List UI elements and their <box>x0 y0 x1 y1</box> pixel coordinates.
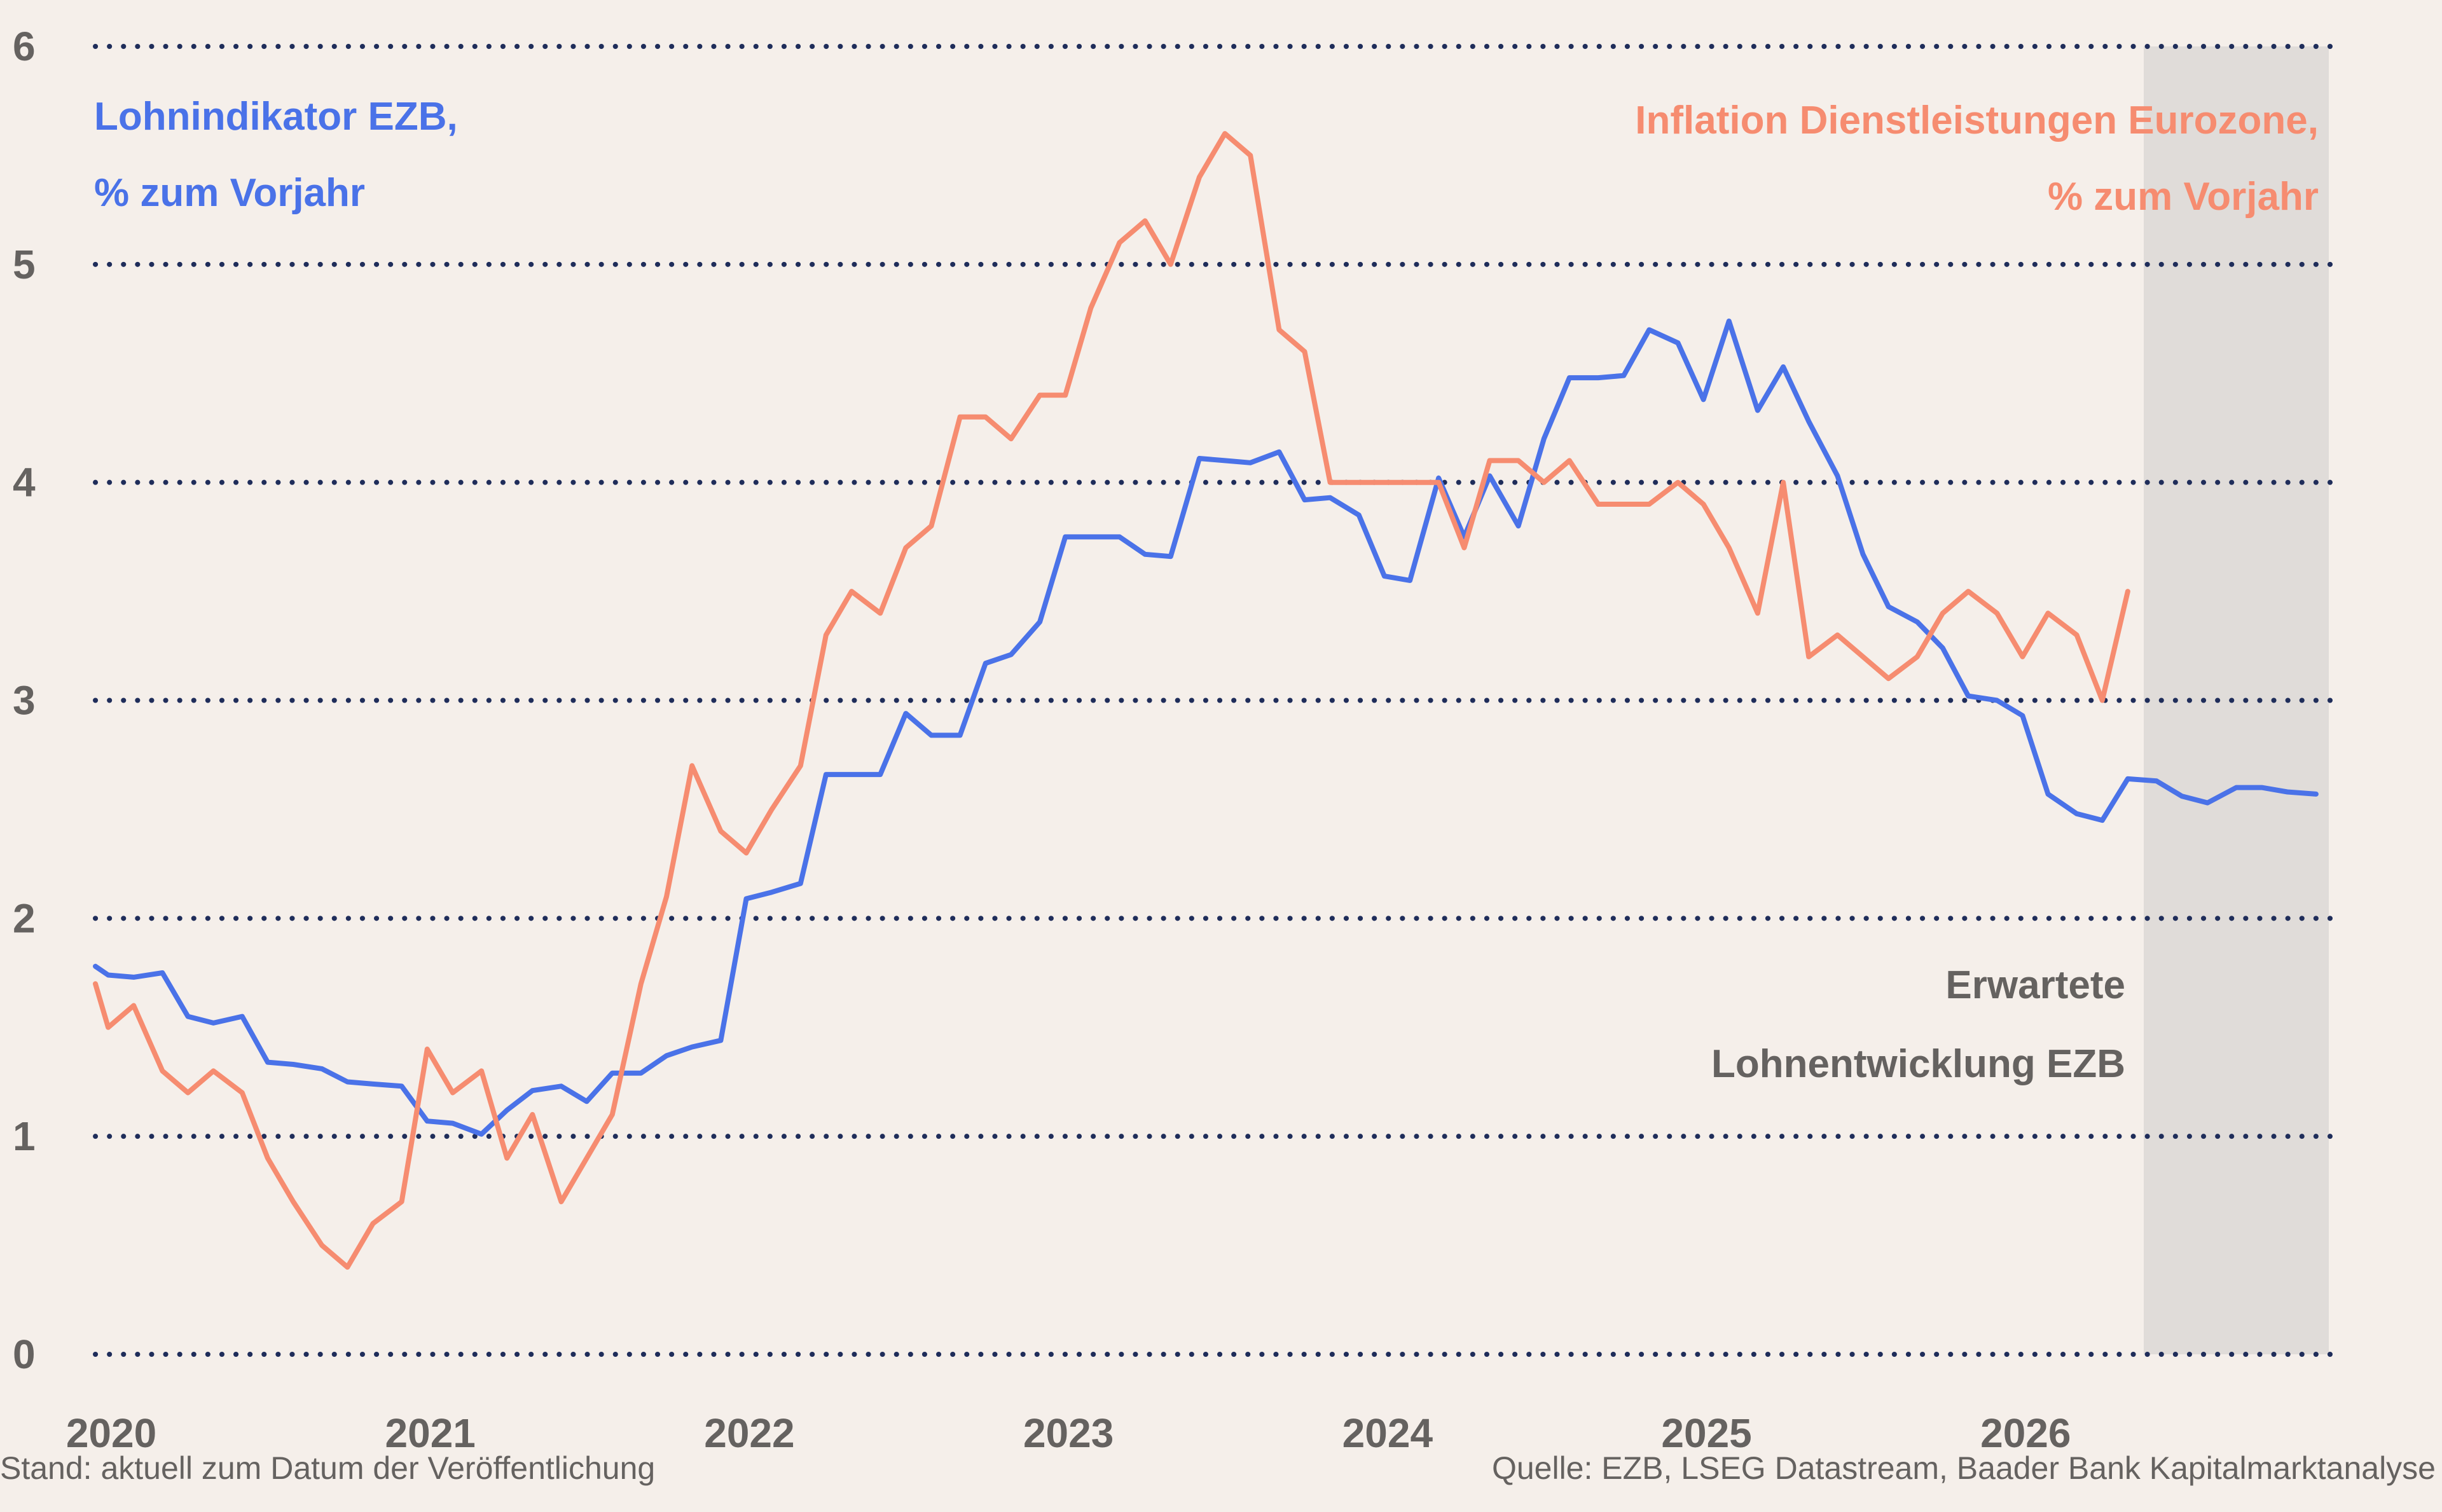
legend-lohnindikator-line-1: Lohnindikator EZB, <box>94 95 458 139</box>
footer-quelle: Quelle: EZB, LSEG Datastream, Baader Ban… <box>1491 1450 2436 1486</box>
y-tick-label: 3 <box>13 678 36 724</box>
y-tick-label: 5 <box>13 242 36 287</box>
forecast-annotation-line-2: Lohnentwicklung EZB <box>1711 1042 2125 1086</box>
series-line-lohnindikator <box>93 319 2319 1137</box>
footer-stand: Stand: aktuell zum Datum der Veröffentli… <box>0 1450 656 1486</box>
y-tick-label: 2 <box>13 895 36 941</box>
y-tick-label: 4 <box>13 460 36 505</box>
legend-inflation-line-2: % zum Vorjahr <box>2047 175 2319 219</box>
x-tick-label: 2021 <box>385 1410 476 1456</box>
x-tick-label: 2023 <box>1023 1410 1114 1456</box>
legend-inflation-line-1: Inflation Dienstleistungen Eurozone, <box>1635 99 2319 142</box>
series-line-inflation-dienstleistungen <box>93 131 2130 1270</box>
legend-inflation-dienstleistungen: Inflation Dienstleistungen Eurozone, % z… <box>1297 83 2319 235</box>
forecast-annotation: Erwartete Lohnentwicklung EZB <box>1399 946 2125 1104</box>
y-tick-label: 1 <box>13 1113 36 1159</box>
x-tick-label: 2025 <box>1661 1410 1751 1456</box>
legend-lohnindikator: Lohnindikator EZB, % zum Vorjahr <box>94 79 794 231</box>
y-tick-label: 0 <box>13 1331 36 1377</box>
y-tick-label: 6 <box>13 24 36 69</box>
x-tick-label: 2026 <box>1980 1410 2071 1456</box>
x-tick-label: 2022 <box>704 1410 794 1456</box>
x-tick-label: 2020 <box>66 1410 156 1456</box>
x-tick-label: 2024 <box>1342 1410 1433 1456</box>
forecast-annotation-line-1: Erwartete <box>1945 963 2125 1007</box>
legend-lohnindikator-line-2: % zum Vorjahr <box>94 171 366 215</box>
